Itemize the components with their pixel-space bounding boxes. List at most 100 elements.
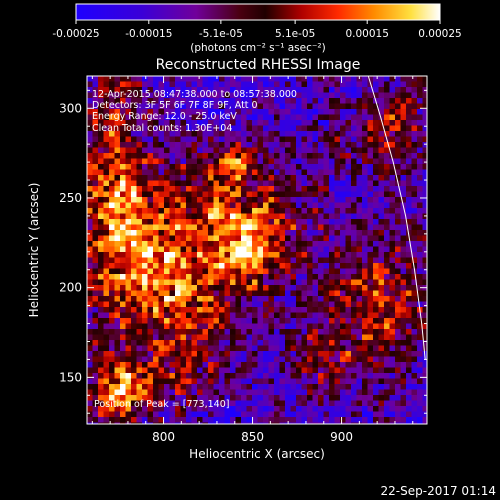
- heatmap-cell: [235, 142, 242, 148]
- heatmap-cell: [186, 120, 192, 126]
- heatmap-cell: [202, 92, 209, 99]
- heatmap-cell: [340, 109, 346, 115]
- heatmap-cell: [98, 103, 104, 110]
- heatmap-cell: [131, 362, 137, 368]
- heatmap-cell: [125, 362, 132, 368]
- heatmap-cell: [246, 329, 253, 335]
- heatmap-cell: [340, 252, 346, 258]
- heatmap-cell: [197, 400, 203, 407]
- y-tick-label: 300: [59, 101, 82, 115]
- heatmap-cell: [378, 422, 385, 424]
- heatmap-cell: [318, 202, 324, 209]
- heatmap-cell: [180, 169, 187, 176]
- heatmap-cell: [103, 136, 110, 143]
- heatmap-cell: [395, 230, 401, 236]
- heatmap-cell: [285, 307, 291, 313]
- heatmap-cell: [417, 186, 423, 192]
- heatmap-cell: [114, 208, 121, 214]
- heatmap-cell: [400, 351, 407, 357]
- heatmap-cell: [312, 395, 319, 401]
- heatmap-cell: [417, 169, 423, 176]
- heatmap-cell: [312, 87, 319, 93]
- heatmap-cell: [274, 329, 280, 335]
- heatmap-cell: [169, 114, 176, 121]
- heatmap-cell: [175, 296, 181, 302]
- heatmap-cell: [147, 125, 154, 132]
- heatmap-cell: [153, 307, 159, 313]
- heatmap-cell: [142, 395, 148, 401]
- heatmap-cell: [213, 362, 220, 368]
- heatmap-cell: [241, 186, 247, 192]
- heatmap-cell: [169, 362, 176, 368]
- heatmap-cell: [334, 81, 341, 88]
- heatmap-cell: [296, 307, 302, 313]
- heatmap-cell: [186, 307, 192, 313]
- heatmap-cell: [417, 263, 423, 269]
- heatmap-cell: [208, 142, 214, 148]
- heatmap-cell: [422, 158, 427, 165]
- heatmap-cell: [274, 362, 280, 368]
- heatmap-cell: [142, 312, 148, 319]
- heatmap-cell: [389, 422, 396, 424]
- heatmap-cell: [175, 406, 181, 412]
- heatmap-cell: [318, 285, 324, 291]
- heatmap-cell: [98, 252, 104, 258]
- heatmap-cell: [323, 87, 330, 93]
- heatmap-cell: [164, 164, 170, 170]
- heatmap-cell: [367, 274, 374, 280]
- heatmap-cell: [301, 103, 308, 110]
- heatmap-cell: [411, 307, 418, 313]
- heatmap-cell: [312, 191, 319, 198]
- heatmap-cell: [345, 356, 352, 363]
- heatmap-cell: [422, 307, 427, 313]
- heatmap-cell: [191, 175, 198, 181]
- heatmap-cell: [395, 279, 401, 286]
- heatmap-cell: [164, 356, 170, 363]
- heatmap-cell: [400, 334, 407, 341]
- heatmap-cell: [274, 224, 280, 231]
- heatmap-cell: [285, 373, 291, 379]
- heatmap-cell: [98, 246, 104, 253]
- heatmap-cell: [389, 219, 396, 225]
- heatmap-cell: [224, 400, 231, 407]
- heatmap-cell: [131, 169, 137, 176]
- heatmap-cell: [329, 285, 335, 291]
- heatmap-cell: [274, 373, 280, 379]
- heatmap-cell: [202, 180, 209, 187]
- heatmap-cell: [213, 120, 220, 126]
- heatmap-cell: [323, 373, 330, 379]
- heatmap-cell: [87, 98, 93, 104]
- heatmap-cell: [180, 312, 187, 319]
- heatmap-cell: [351, 153, 357, 159]
- heatmap-cell: [378, 373, 385, 379]
- heatmap-cell: [169, 224, 176, 231]
- heatmap-cell: [307, 307, 313, 313]
- heatmap-cell: [213, 323, 220, 330]
- heatmap-cell: [301, 307, 308, 313]
- heatmap-cell: [120, 142, 126, 148]
- heatmap-cell: [120, 345, 126, 352]
- heatmap-cell: [351, 362, 357, 368]
- heatmap-cell: [389, 329, 396, 335]
- heatmap-cell: [92, 307, 99, 313]
- heatmap-cell: [142, 351, 148, 357]
- heatmap-cell: [224, 153, 231, 159]
- y-tick-label: 200: [59, 281, 82, 295]
- heatmap-cell: [103, 252, 110, 258]
- heatmap-cell: [224, 202, 231, 209]
- heatmap-cell: [334, 384, 341, 390]
- heatmap-cell: [169, 268, 176, 275]
- heatmap-cell: [164, 274, 170, 280]
- heatmap-cell: [323, 362, 330, 368]
- heatmap-cell: [219, 312, 225, 319]
- heatmap-cell: [147, 411, 154, 418]
- heatmap-cell: [422, 340, 427, 346]
- heatmap-cell: [268, 224, 275, 231]
- heatmap-cell: [367, 252, 374, 258]
- heatmap-cell: [131, 257, 137, 264]
- heatmap-cell: [252, 180, 258, 187]
- heatmap-cell: [312, 362, 319, 368]
- heatmap-cell: [114, 367, 121, 374]
- heatmap-cell: [400, 147, 407, 154]
- heatmap-cell: [197, 406, 203, 412]
